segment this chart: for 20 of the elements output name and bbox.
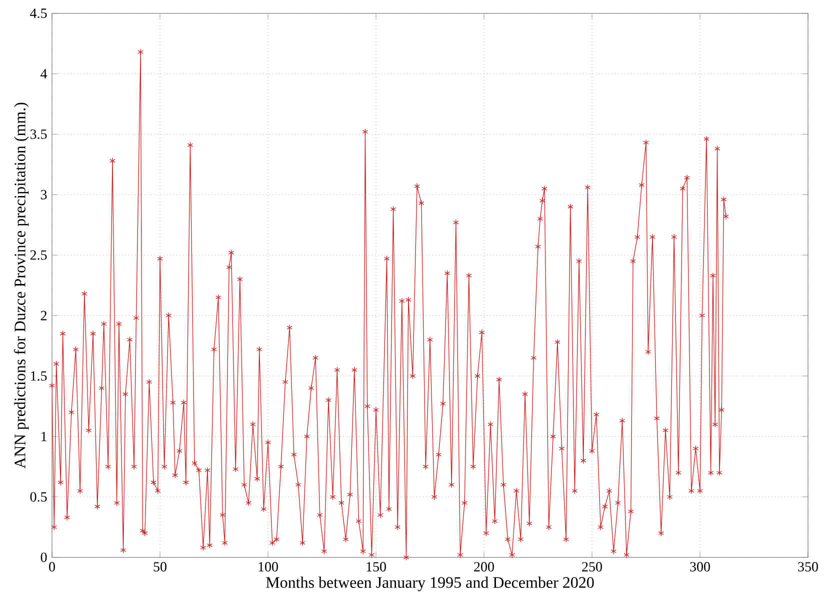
y-tick-label: 0.5 — [30, 492, 47, 502]
y-tick-label: 1 — [42, 432, 46, 442]
x-tick-label: 250 — [582, 562, 602, 572]
y-axis-title: ANN predictions for Duzce Province precipitation (mm.) — [14, 102, 29, 468]
y-tick-label: 3 — [40, 190, 47, 200]
y-tick-label: 3.5 — [30, 129, 47, 139]
y-tick-label: 1.5 — [31, 371, 47, 381]
x-tick-label: 300 — [690, 562, 710, 572]
y-tick-label: 4 — [40, 69, 48, 78]
x-axis-title: Months between January 1995 and December 2020 — [266, 576, 594, 592]
y-tick-label: 2 — [40, 310, 47, 320]
x-tick-label: 200 — [474, 562, 494, 572]
x-tick-label: 100 — [258, 562, 278, 572]
x-tick-label: 0 — [49, 562, 55, 572]
y-tick-label: 0 — [40, 552, 47, 562]
x-tick-label: 50 — [154, 562, 166, 572]
x-tick-label: 150 — [366, 562, 386, 572]
x-tick-label: 350 — [798, 562, 818, 572]
y-tick-label: 4.5 — [30, 8, 47, 18]
y-tick-label: 2.5 — [30, 250, 47, 260]
